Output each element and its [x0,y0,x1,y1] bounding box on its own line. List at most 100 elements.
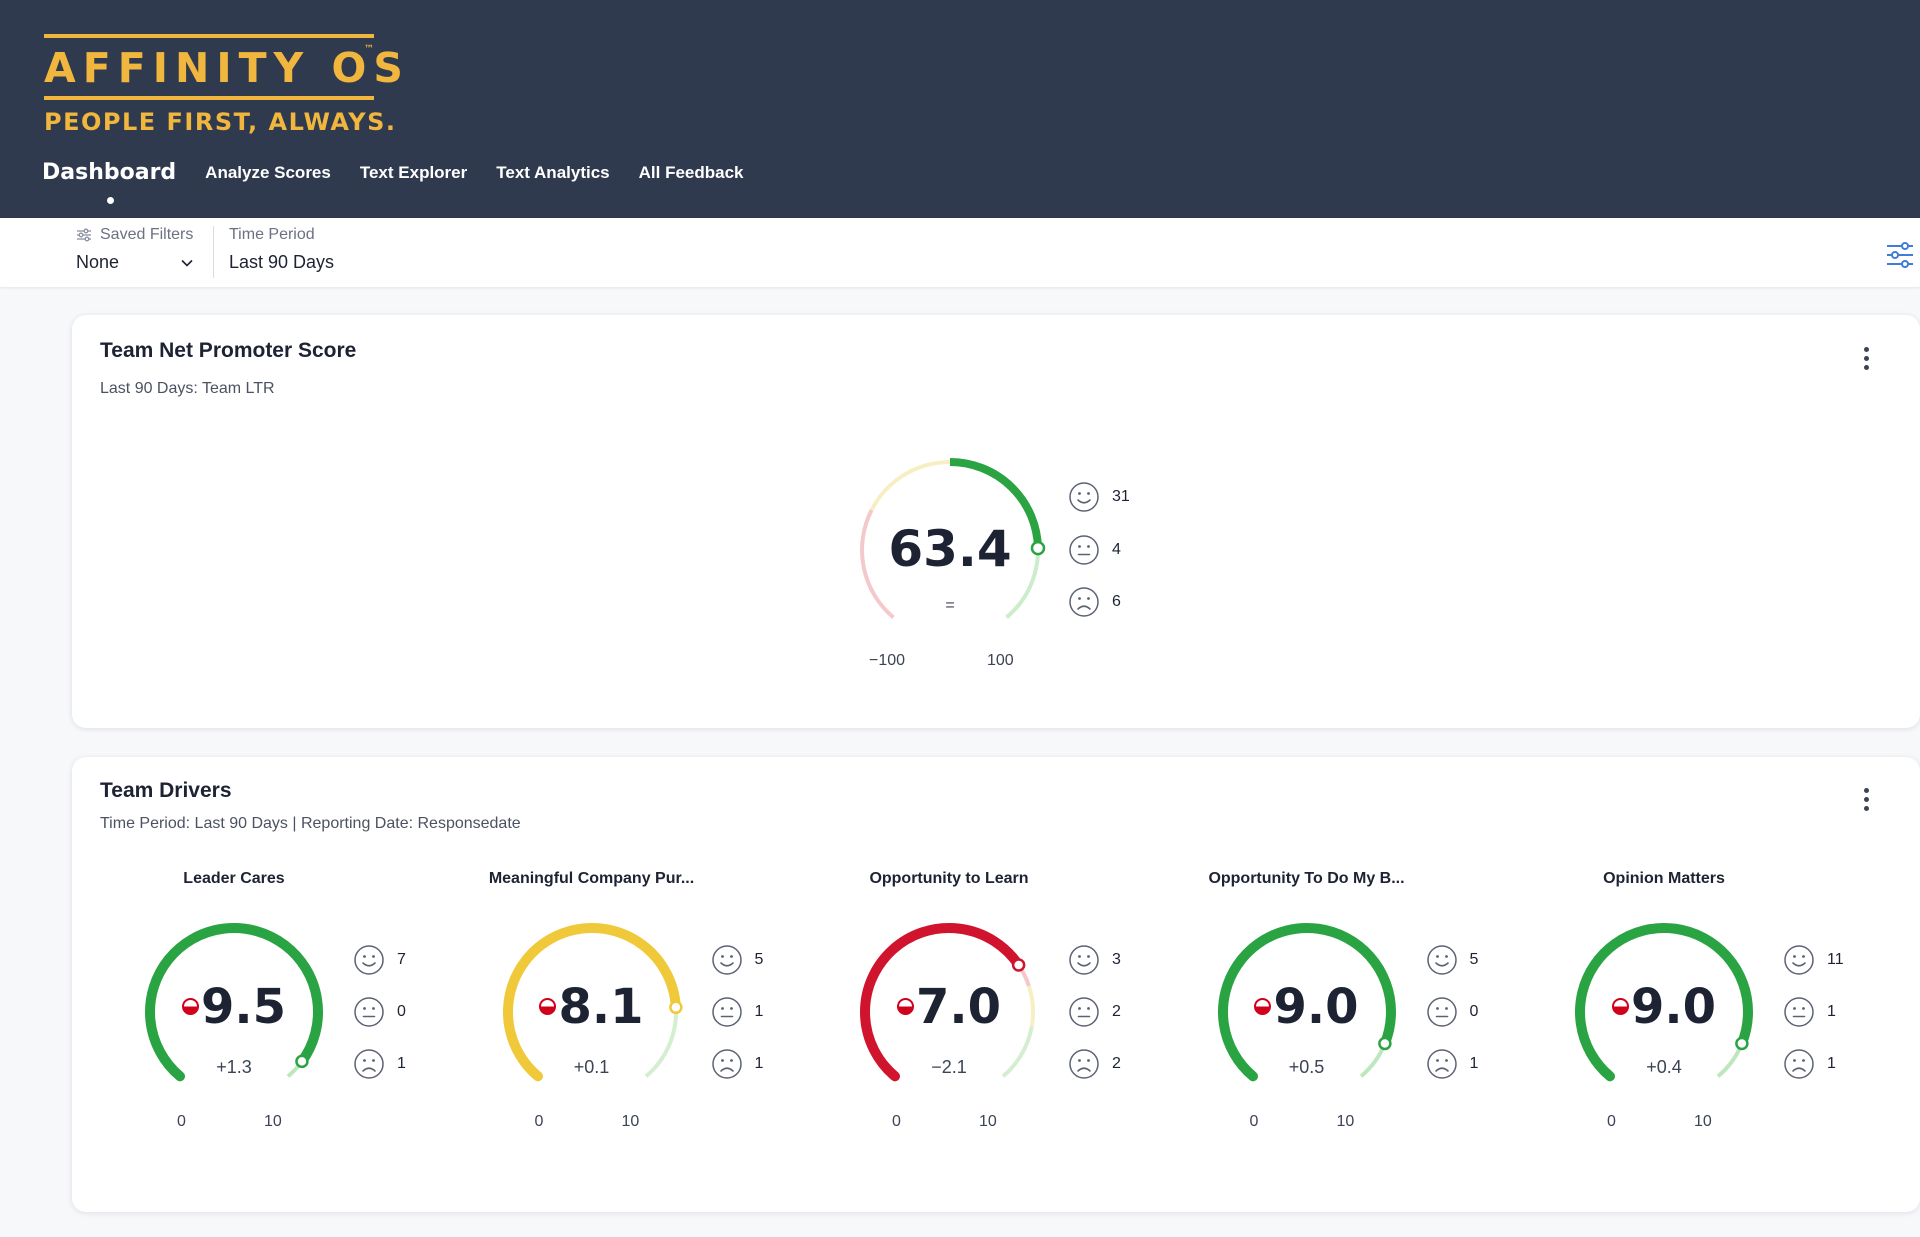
driver-max-label: 10 [979,1113,997,1130]
driver-neutral-count-row: 0 [1426,996,1478,1028]
saved-filters-value-row: None [76,252,193,273]
filter-divider [213,226,214,278]
nps-value-arc [949,458,1042,549]
driver-sad-count-row: 1 [1426,1048,1479,1080]
sliders-icon [77,228,91,242]
filter-settings-icon[interactable] [1886,242,1914,268]
driver-neutral-count-row: 0 [353,996,406,1028]
passives-count-row: 4 [1068,534,1121,566]
driver-value-marker [1735,1036,1749,1051]
driver-max-label: 10 [264,1113,282,1130]
time-period-value: Last 90 Days [229,252,335,272]
driver-value-marker [668,1000,683,1015]
driver-happy-count: 5 [1469,951,1479,968]
driver-min-label: 0 [1249,1113,1259,1130]
happy-face-icon [1069,945,1099,975]
saved-filters-value: None [76,252,120,272]
nav-tab-analyze-scores[interactable]: Analyze Scores [205,162,331,182]
driver-happy-count-row: 11 [1783,944,1844,976]
driver-max-label: 10 [1336,1113,1355,1130]
negative-indicator-icon [1611,997,1629,1015]
time-period-filter[interactable]: Time Period Last 90 Days [229,226,334,273]
driver-value-arc [860,923,1024,1082]
sad-face-icon [1784,1049,1814,1079]
neutral-face-icon [354,997,384,1027]
driver-max-label: 10 [1694,1113,1712,1130]
filter-bar: Saved Filters None Time Period Last 90 D… [0,218,1920,287]
driver-sad-count-row: 1 [711,1048,763,1080]
nav-tab-dashboard[interactable]: Dashboard [42,160,177,204]
neutral-face-icon [1784,997,1814,1027]
sad-face-icon [1069,1049,1099,1079]
logo-trademark: ™ [364,44,374,55]
driver-value-arc [502,923,681,1082]
promoters-count: 31 [1112,488,1130,505]
driver-sad-count-row: 2 [1068,1048,1121,1080]
app-logo[interactable]: AFFINITY OS ™ PEOPLE FIRST, ALWAYS. [44,34,403,136]
nps-gauge [860,458,1046,619]
driver-score: 7.0 [915,979,1002,1035]
main-nav: Dashboard Analyze Scores Text Explorer T… [42,160,773,204]
app-header: AFFINITY OS ™ PEOPLE FIRST, ALWAYS. Dash… [0,0,1920,218]
driver-delta: +1.3 [216,1057,252,1077]
driver-value-marker [1377,1036,1392,1051]
active-tab-indicator [107,197,114,204]
driver-max-label: 10 [621,1113,640,1130]
negative-indicator-icon [896,997,914,1015]
neutral-face-icon [1426,997,1457,1027]
time-period-label: Time Period [229,226,315,243]
driver-score-wrap: 9.0 [1564,979,1764,1035]
nps-value-marker [1030,540,1046,556]
driver-value-arc [1575,923,1753,1082]
driver-title: Leader Cares [183,870,285,887]
driver-sad-count-row: 1 [1783,1048,1836,1080]
driver-value-marker [1011,958,1026,972]
nps-card: Team Net Promoter Score Last 90 Days: Te… [72,315,1920,728]
driver-delta: +0.4 [1646,1057,1682,1077]
driver-sad-count: 2 [1112,1055,1121,1072]
driver-value-arc [145,923,323,1082]
nav-tab-all-feedback[interactable]: All Feedback [638,162,744,182]
driver-score: 8.1 [558,979,644,1035]
sad-face-icon [1069,587,1099,617]
happy-face-icon [1784,945,1814,975]
happy-face-icon [1069,482,1099,512]
saved-filters-dropdown[interactable]: Saved Filters None [76,226,193,273]
neutral-face-icon [711,997,742,1027]
nav-tab-text-explorer[interactable]: Text Explorer [359,162,468,182]
nps-min-label: −100 [869,652,906,669]
happy-face-icon [354,945,384,975]
driver-score: 9.0 [1630,979,1717,1035]
driver-delta: −2.1 [931,1057,967,1077]
happy-face-icon [711,945,742,975]
driver-title: Opportunity To Do My B... [1208,870,1405,887]
nav-tab-label: Dashboard [42,160,177,185]
logo-frame: AFFINITY OS ™ [44,34,403,100]
sad-face-icon [711,1049,742,1079]
driver-title: Opportunity to Learn [869,870,1029,887]
nps-trend: = [945,597,955,614]
driver-happy-count: 3 [1112,951,1121,968]
driver-sad-count: 1 [397,1055,406,1072]
driver-score-wrap: 7.0 [849,979,1049,1035]
nav-tab-text-analytics[interactable]: Text Analytics [496,162,610,182]
more-vertical-icon[interactable] [1864,788,1870,815]
nps-band-negative [860,509,895,619]
driver-neutral-count: 2 [1112,1003,1121,1020]
driver-track [644,1007,678,1078]
saved-filters-label: Saved Filters [100,226,194,243]
more-vertical-icon[interactable] [1864,347,1870,374]
driver-min-label: 0 [177,1113,186,1130]
driver-title: Meaningful Company Pur... [488,870,695,887]
driver-neutral-count: 1 [1827,1003,1836,1020]
driver-happy-count-row: 7 [353,944,406,976]
driver-track-mid [1026,985,1035,1027]
driver-neutral-count-row: 2 [1068,996,1121,1028]
promoters-count-row: 31 [1068,481,1130,513]
driver-sad-count: 1 [1469,1055,1479,1072]
negative-indicator-icon [181,997,199,1015]
driver-gauge [860,923,1035,1082]
driver-gauge [1575,923,1753,1082]
driver-happy-count: 7 [397,951,406,968]
driver-min-label: 0 [534,1113,544,1130]
